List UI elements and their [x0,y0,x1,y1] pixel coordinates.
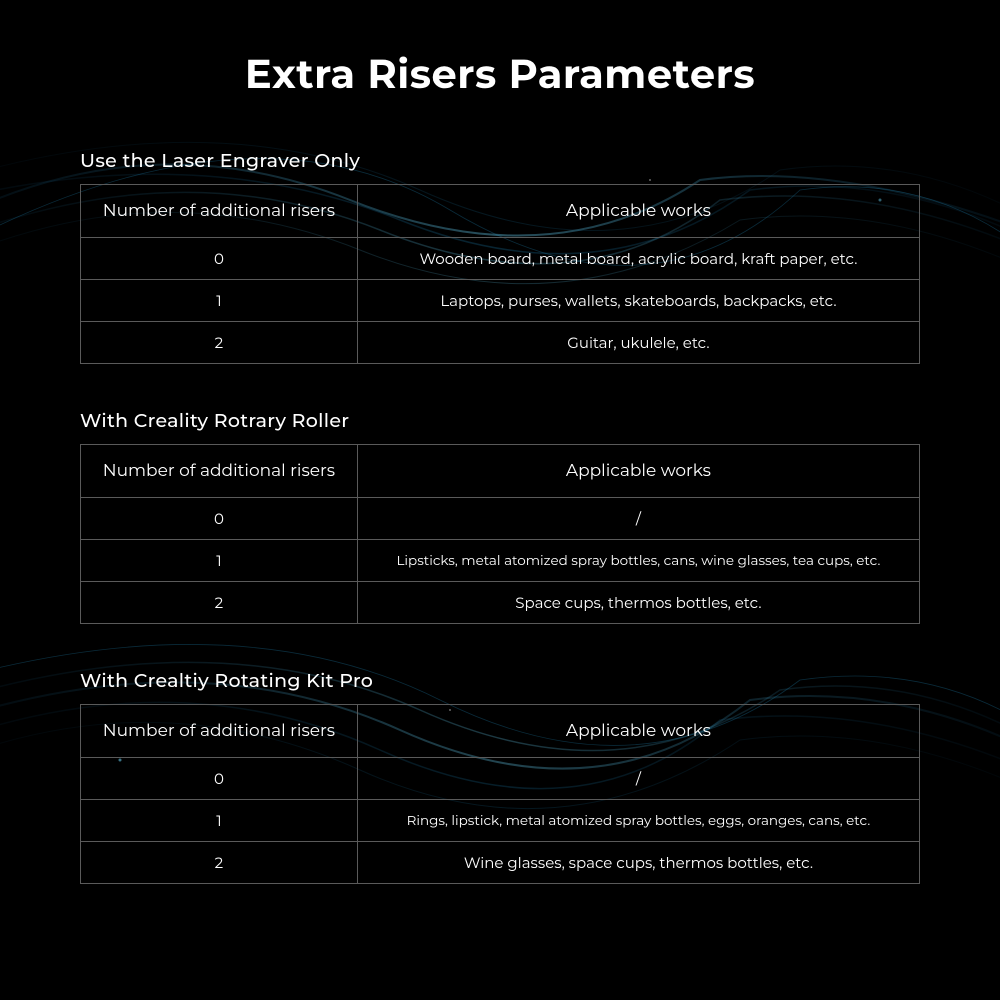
table-row: 0Wooden board, metal board, acrylic boar… [81,238,920,280]
table-cell-risers: 2 [81,582,358,624]
table-row: 1Lipsticks, metal atomized spray bottles… [81,540,920,582]
page-title: Extra Risers Parameters [80,50,920,99]
table-row: 2Wine glasses, space cups, thermos bottl… [81,842,920,884]
section-title: With Creality Rotrary Roller [80,409,920,432]
table-cell-risers: 1 [81,800,358,842]
table-header: Applicable works [357,705,919,758]
parameters-table: Number of additional risersApplicable wo… [80,704,920,884]
table-cell-works: Lipsticks, metal atomized spray bottles,… [357,540,919,582]
table-header: Applicable works [357,445,919,498]
table-cell-risers: 0 [81,758,358,800]
table-header: Number of additional risers [81,185,358,238]
table-header: Number of additional risers [81,705,358,758]
table-cell-works: Rings, lipstick, metal atomized spray bo… [357,800,919,842]
table-cell-risers: 0 [81,238,358,280]
table-cell-risers: 2 [81,322,358,364]
table-row: 1Rings, lipstick, metal atomized spray b… [81,800,920,842]
table-row: 0/ [81,758,920,800]
table-cell-works: / [357,758,919,800]
table-section: With Crealtiy Rotating Kit Pro Number of … [80,669,920,884]
section-title: With Crealtiy Rotating Kit Pro [80,669,920,692]
parameters-table: Number of additional risersApplicable wo… [80,444,920,624]
table-cell-works: Space cups, thermos bottles, etc. [357,582,919,624]
table-section: Use the Laser Engraver Only Number of add… [80,149,920,364]
section-title: Use the Laser Engraver Only [80,149,920,172]
table-header: Applicable works [357,185,919,238]
table-cell-works: Laptops, purses, wallets, skateboards, b… [357,280,919,322]
table-cell-risers: 0 [81,498,358,540]
table-cell-works: Guitar, ukulele, etc. [357,322,919,364]
table-cell-risers: 2 [81,842,358,884]
table-row: 2Guitar, ukulele, etc. [81,322,920,364]
table-row: 2Space cups, thermos bottles, etc. [81,582,920,624]
table-cell-works: Wooden board, metal board, acrylic board… [357,238,919,280]
table-cell-works: Wine glasses, space cups, thermos bottle… [357,842,919,884]
table-cell-risers: 1 [81,280,358,322]
table-row: 1Laptops, purses, wallets, skateboards, … [81,280,920,322]
table-cell-risers: 1 [81,540,358,582]
table-section: With Creality Rotrary Roller Number of ad… [80,409,920,624]
table-row: 0/ [81,498,920,540]
table-header: Number of additional risers [81,445,358,498]
table-cell-works: / [357,498,919,540]
parameters-table: Number of additional risersApplicable wo… [80,184,920,364]
